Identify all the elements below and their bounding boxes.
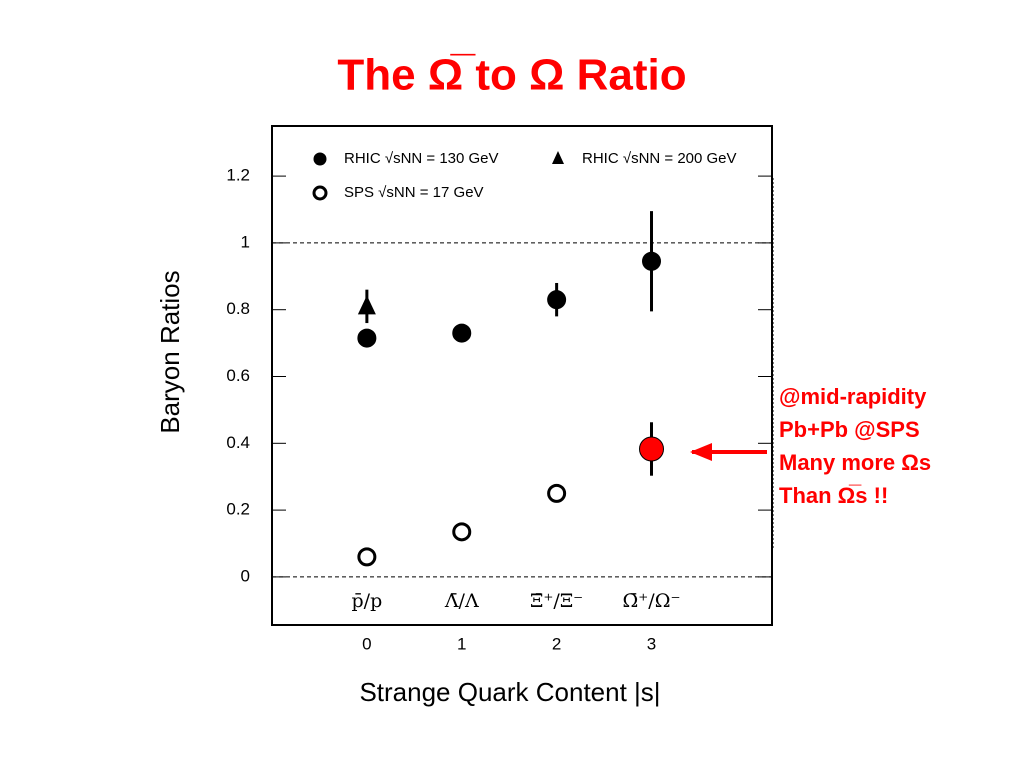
slide-title: The Ω̅ to Ω Ratio [337,51,686,100]
category-label: Ω̄⁺/Ω⁻ [623,590,681,612]
x-tick-label: 1 [457,634,466,653]
data-point [642,251,662,271]
category-label: Λ̄/Λ [444,590,479,612]
y-tick-label: 1 [241,232,250,251]
data-point [547,290,567,310]
triangle-point [357,295,376,315]
y-axis-label: Baryon Ratios [155,270,185,433]
data-point [357,328,377,348]
legend-marker [313,152,327,166]
y-tick-label: 0.8 [226,299,250,318]
y-tick-label: 1.2 [226,166,250,185]
legend-label: RHIC √sNN = 130 GeV [344,150,499,167]
annotation: Than Ω̅s !! [779,483,888,508]
x-axis-label: Strange Quark Content |s| [359,677,660,707]
data-point [452,522,472,542]
y-tick-label: 0.4 [226,433,250,452]
data-point [452,323,472,343]
y-tick-label: 0.6 [226,366,250,385]
legend-label: RHIC √sNN = 200 GeV [582,150,737,167]
x-tick-label: 3 [647,634,656,653]
legend-marker [312,185,328,201]
annotation-arrowhead [690,443,712,461]
x-tick-label: 0 [362,634,371,653]
data-point [357,547,377,567]
category-label: Ξ̄⁺/Ξ⁻ [530,590,583,612]
plot-frame [271,125,773,626]
category-label: p̄/p [352,590,383,612]
legend-marker [552,151,564,164]
legend-label: SPS √sNN = 17 GeV [344,184,484,201]
y-tick-label: 0 [241,566,250,585]
y-tick-label: 0.2 [226,500,250,519]
annotation: Pb+Pb @SPS [779,417,920,442]
data-point [547,483,567,503]
x-tick-label: 2 [552,634,561,653]
annotation: @mid-rapidity [779,384,927,409]
annotation: Many more Ωs [779,450,931,475]
data-point [639,436,665,462]
